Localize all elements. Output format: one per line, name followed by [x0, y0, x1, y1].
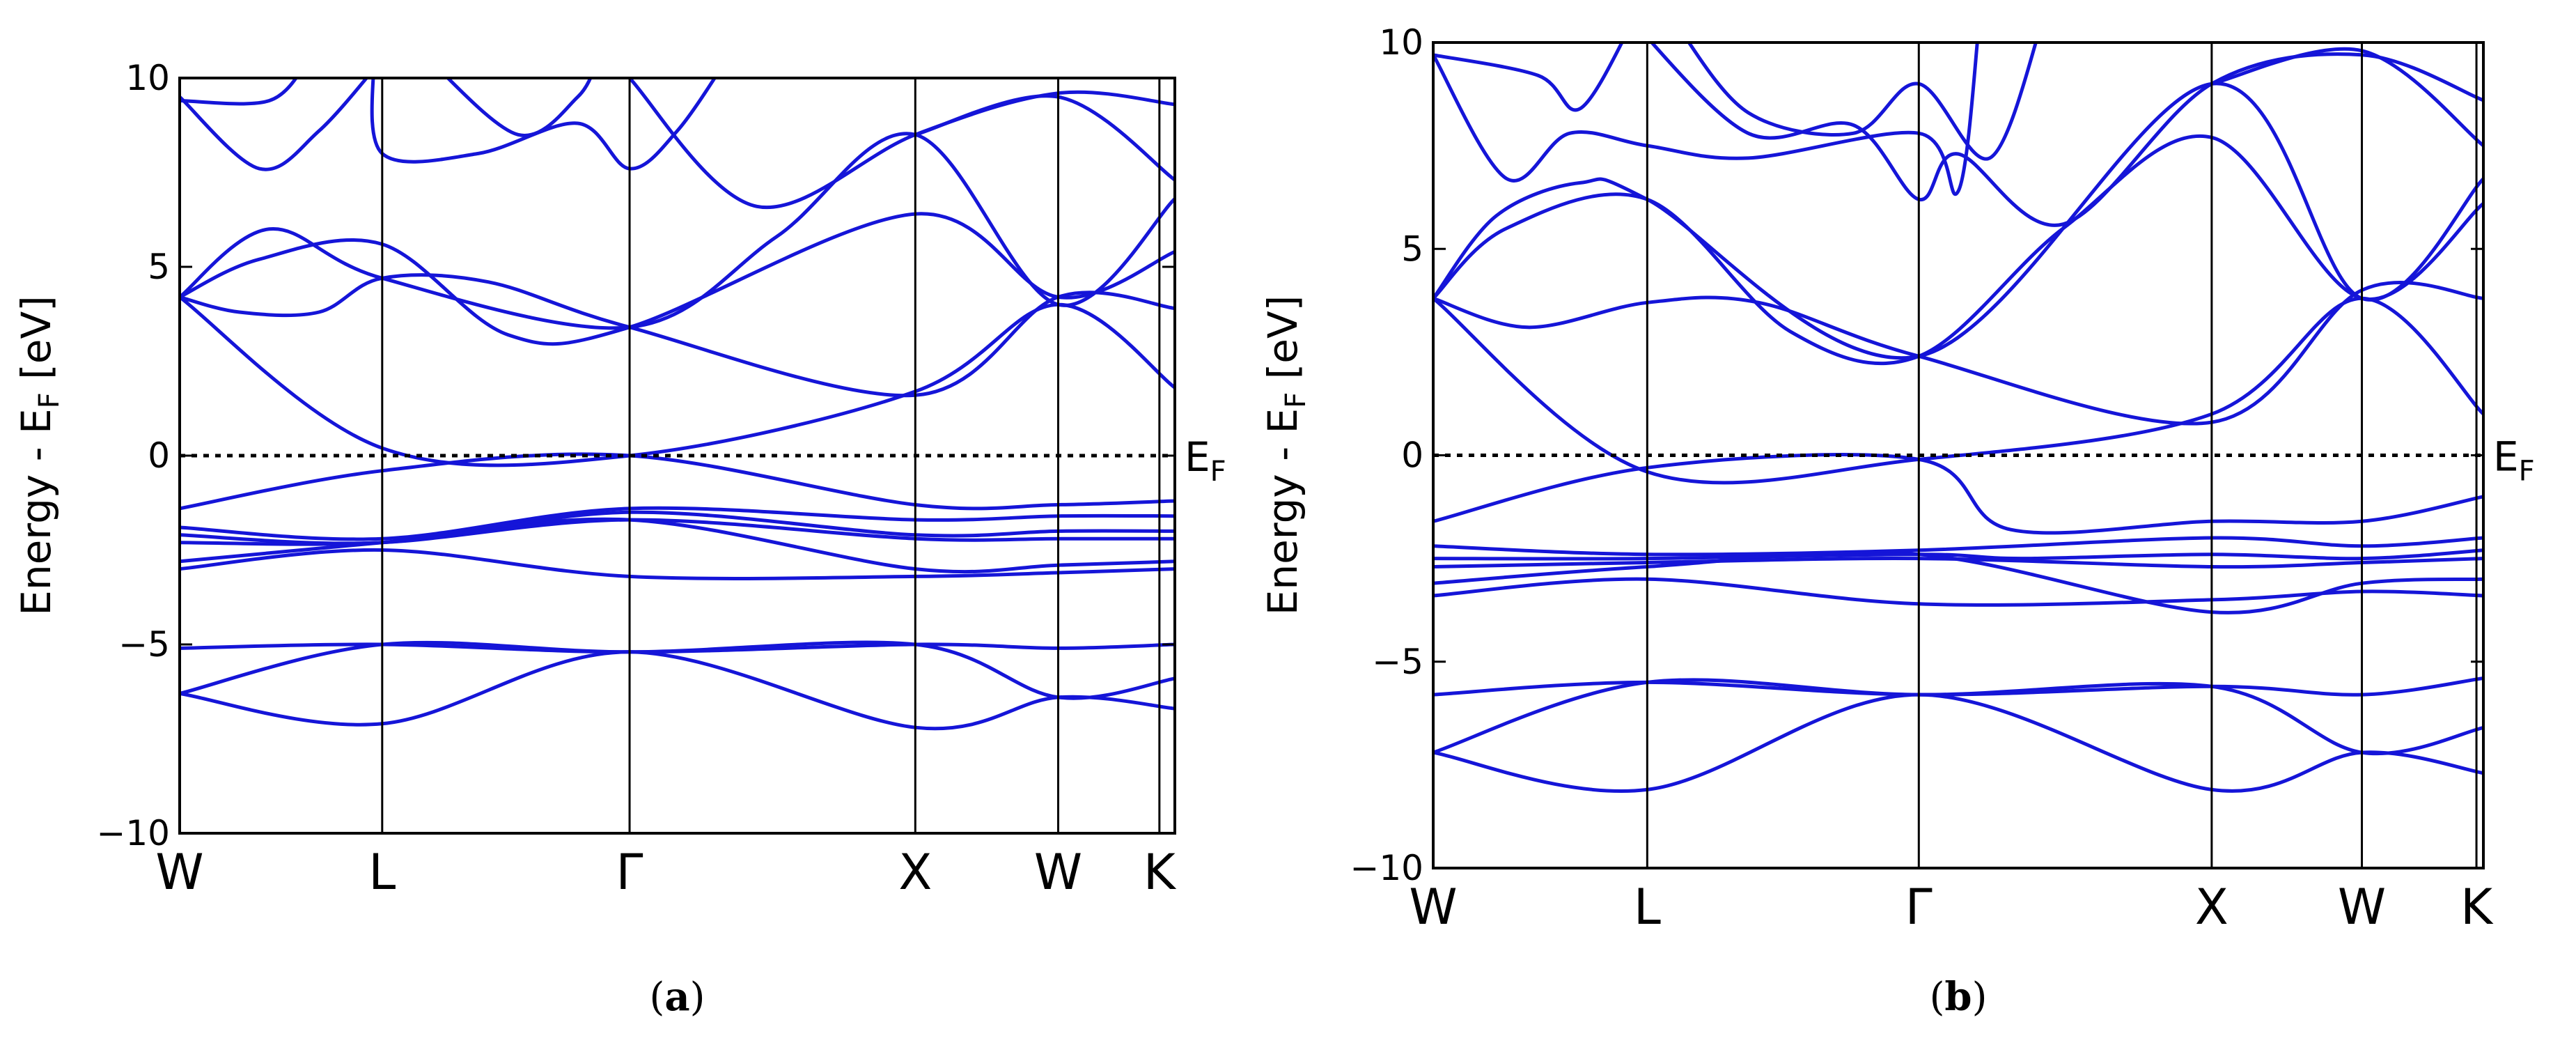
- panel-a-ytick-label: 10: [125, 58, 170, 98]
- panel-b-band-17: [1687, 42, 2038, 161]
- panel-a-band-16: [370, 78, 717, 171]
- panel-a-band-14: [180, 78, 369, 171]
- panel-a-xtick-label: L: [368, 844, 396, 901]
- panel-a-band-11: [180, 273, 1175, 398]
- panel-a-ytick-label: 0: [148, 435, 170, 476]
- panel-a-xtick-label: K: [1143, 844, 1177, 901]
- panel-a-xtick-label: Γ: [616, 844, 643, 901]
- panel-a-fermi-label: EF: [1185, 433, 1226, 488]
- panel-a-xtick-label: W: [155, 844, 203, 901]
- panel-a-caption: (a): [649, 974, 705, 1020]
- panel-b-band-9: [1433, 453, 2483, 535]
- panel-a: −10 −5 0 5 10 W L Γ X W K Energy - EF [eV] EF (a): [13, 58, 1226, 1020]
- panel-a-band-13: [180, 132, 1175, 330]
- panel-b-band-13: [1433, 82, 2483, 360]
- panel-a-band-1: [180, 650, 1175, 731]
- panel-b-ylabel: Energy - EF [eV]: [1259, 295, 1312, 616]
- panel-b-xtick-label: X: [2195, 879, 2228, 936]
- panel-a-band-17: [445, 78, 593, 137]
- panel-b-xtick-label: Γ: [1905, 879, 1933, 936]
- panel-a-band-15: [180, 78, 299, 106]
- panel-a-kpoint-lines: [381, 78, 1161, 833]
- panel-a-xtick-label: X: [898, 844, 932, 901]
- panel-b-band-12: [1433, 134, 2483, 366]
- panel-a-band-4: [180, 548, 1175, 580]
- panel-a-xtick-label: W: [1034, 844, 1082, 901]
- panel-b-band-18: [2211, 47, 2483, 148]
- panel-b-ytick-label: 10: [1379, 22, 1423, 63]
- panel-b-band-14: [1433, 42, 1979, 196]
- panel-a-band-18: [627, 78, 1175, 210]
- panel-b-band-11: [1433, 281, 2483, 426]
- panel-a-ytick-label: −10: [96, 813, 170, 853]
- panel-a-band-3: [180, 642, 1175, 654]
- panel-b-band-16: [1649, 42, 2483, 227]
- panel-b-xtick-label: K: [2460, 879, 2494, 936]
- panel-b-band-15: [1433, 42, 1624, 112]
- panel-a-ytick-marks: [180, 77, 1175, 835]
- panel-a-ylabel: Energy - EF [eV]: [13, 295, 65, 616]
- panel-a-ytick-label: 5: [148, 247, 170, 287]
- panel-b-ytick-label: 5: [1401, 229, 1423, 269]
- panel-b-xtick-label: L: [1634, 879, 1661, 936]
- panel-b: −10 −5 0 5 10 W L Γ X W K Energy - EF [eV] EF (b): [1259, 22, 2535, 1020]
- panel-b-ytick-labels: −10 −5 0 5 10: [1350, 22, 1423, 888]
- panel-b-fermi-label: EF: [2493, 433, 2535, 488]
- panel-b-band-8: [1433, 536, 2483, 557]
- panel-a-ytick-label: −5: [118, 624, 170, 665]
- panel-a-band-lines: [180, 78, 1175, 731]
- panel-b-ytick-label: −5: [1372, 642, 1423, 682]
- panel-b-band-7: [1433, 548, 2483, 561]
- panel-b-ytick-label: −10: [1350, 848, 1423, 888]
- panel-b-band-1: [1433, 693, 2483, 794]
- panel-b-ytick-marks: [1433, 41, 2483, 869]
- panel-b-xtick-label: W: [1409, 879, 1457, 936]
- panel-b-band-lines: [1433, 42, 2483, 794]
- panel-a-ytick-labels: −10 −5 0 5 10: [96, 58, 170, 853]
- panel-b-ytick-label: 0: [1401, 435, 1423, 476]
- panel-b-caption: (b): [1930, 974, 1988, 1020]
- panel-a-band-9: [180, 452, 1175, 511]
- panel-b-xtick-label: W: [2338, 879, 2386, 936]
- panel-b-band-2: [1433, 678, 2483, 756]
